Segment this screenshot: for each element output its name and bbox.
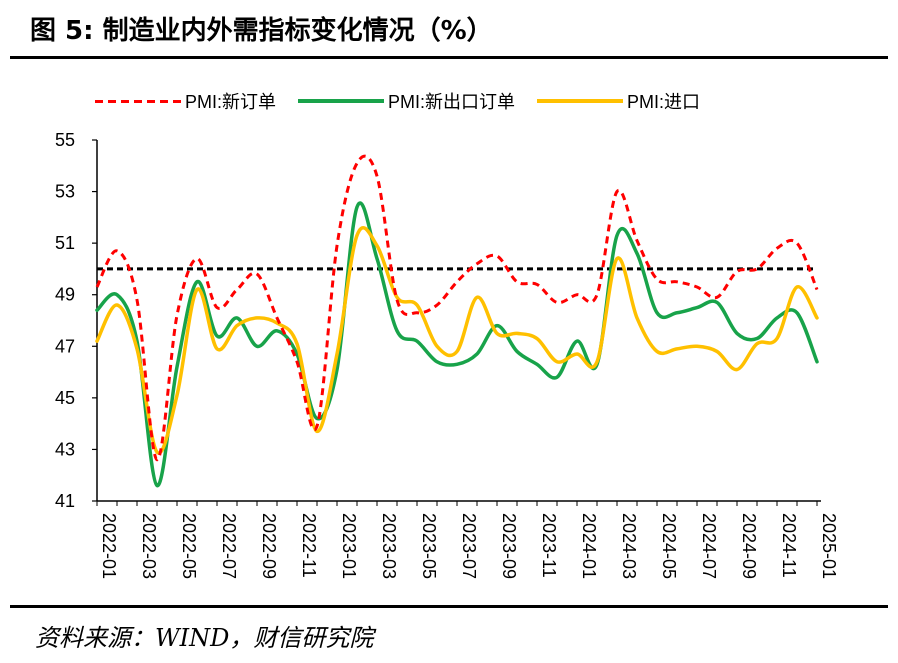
- legend-item-imports: PMI:进口: [537, 88, 700, 114]
- legend-swatch-new-orders: [95, 99, 181, 103]
- x-tick-label: 2024-05: [659, 513, 679, 579]
- y-tick-label: 47: [55, 336, 75, 356]
- legend-item-new-orders: PMI:新订单: [95, 88, 276, 114]
- chart-legend: PMI:新订单 PMI:新出口订单 PMI:进口: [95, 90, 722, 112]
- x-tick-label: 2024-03: [619, 513, 639, 579]
- figure-title: 图 5: 制造业内外需指标变化情况（%）: [30, 16, 493, 46]
- y-tick-label: 55: [55, 130, 75, 150]
- y-tick-label: 51: [55, 233, 75, 253]
- x-tick-label: 2025-01: [819, 513, 839, 579]
- series-line-new-orders: [95, 154, 819, 462]
- y-tick-label: 41: [55, 491, 75, 511]
- legend-label-new-export-orders: PMI:新出口订单: [388, 92, 516, 112]
- source-note: 资料来源：WIND，财信研究院: [35, 624, 374, 652]
- x-tick-label: 2024-07: [699, 513, 719, 579]
- x-tick-label: 2023-09: [499, 513, 519, 579]
- series-line-new-export-orders: [95, 201, 819, 488]
- x-tick-label: 2022-03: [139, 513, 159, 579]
- legend-swatch-new-export-orders: [298, 99, 385, 103]
- legend-label-imports: PMI:进口: [627, 92, 701, 112]
- line-chart: 41 43 45 47 49 51 53 55 2022-01 2022-03 2022-05 202…: [55, 130, 839, 579]
- legend-item-new-export-orders: PMI:新出口订单: [298, 88, 515, 114]
- x-tick-label: 2023-11: [539, 513, 559, 578]
- y-tick-label: 49: [55, 285, 75, 305]
- x-tick-label: 2023-05: [419, 513, 439, 579]
- x-tick-label: 2023-07: [459, 513, 479, 579]
- series-line-imports: [95, 226, 819, 455]
- y-tick-label: 53: [55, 182, 75, 202]
- x-tick-label: 2022-05: [179, 513, 199, 579]
- bottom-rule: [10, 605, 888, 608]
- x-tick-label: 2022-07: [219, 513, 239, 579]
- y-tick-label: 43: [55, 439, 75, 459]
- x-tick-label: 2024-11: [779, 513, 799, 578]
- x-tick-label: 2024-01: [579, 513, 599, 579]
- legend-swatch-imports: [537, 99, 624, 103]
- x-tick-label: 2024-09: [739, 513, 759, 579]
- x-tick-label: 2023-01: [339, 513, 359, 579]
- x-tick-label: 2022-01: [99, 513, 119, 579]
- y-tick-label: 45: [55, 388, 75, 408]
- x-tick-label: 2022-09: [259, 513, 279, 579]
- x-tick-label: 2023-03: [379, 513, 399, 579]
- top-rule: [10, 56, 888, 59]
- legend-label-new-orders: PMI:新订单: [185, 92, 277, 112]
- x-tick-label: 2022-11: [299, 513, 319, 578]
